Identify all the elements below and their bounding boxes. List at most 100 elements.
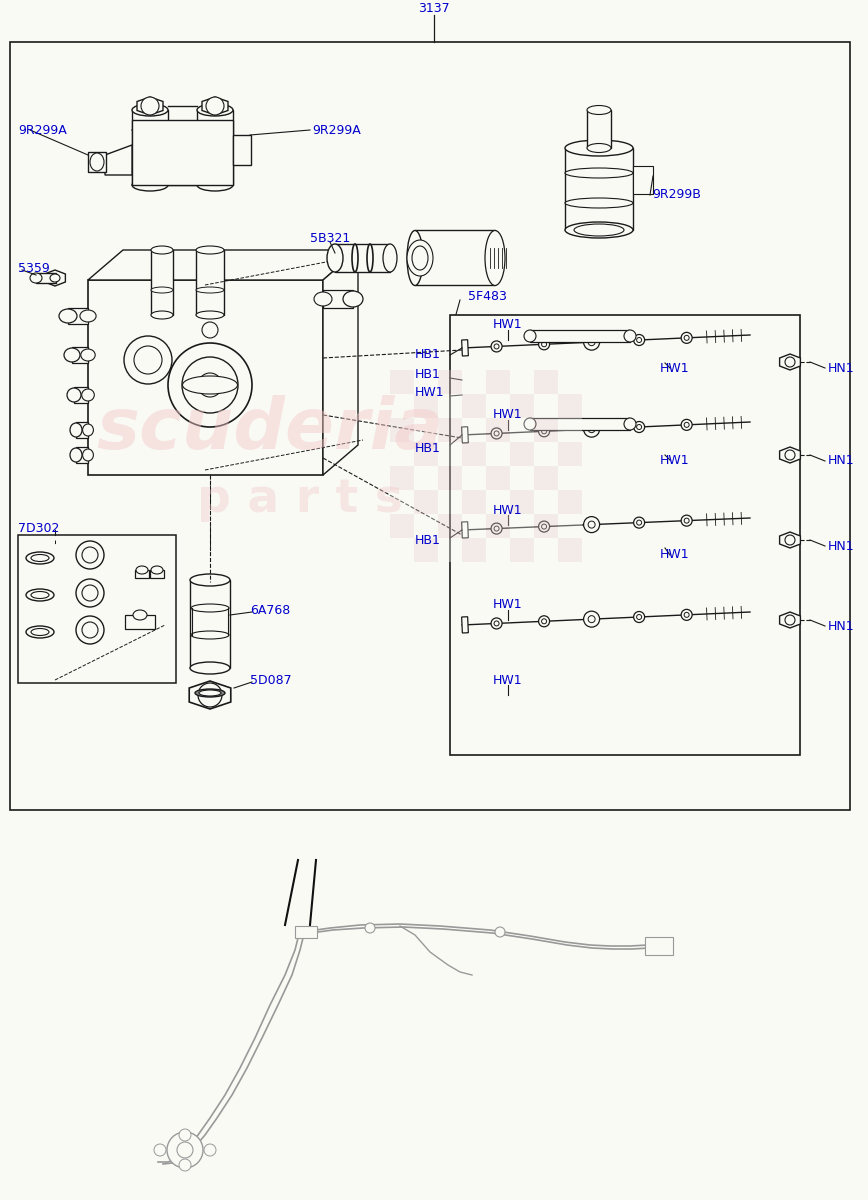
Circle shape [141,97,159,115]
Ellipse shape [542,342,547,347]
Text: HW1: HW1 [660,454,689,467]
Ellipse shape [367,244,373,272]
Ellipse shape [542,428,547,433]
Ellipse shape [31,592,49,599]
Bar [510,466,534,490]
Bar [36,272,56,283]
Circle shape [82,584,98,601]
Polygon shape [462,340,469,356]
Ellipse shape [50,274,60,282]
Bar [462,442,486,466]
Bar [558,418,582,442]
Bar [132,110,168,185]
Bar [510,370,534,394]
Polygon shape [462,617,469,632]
Ellipse shape [681,332,692,343]
Ellipse shape [684,422,689,427]
Text: 9R299A: 9R299A [312,124,361,137]
Ellipse shape [132,126,168,134]
Ellipse shape [634,612,645,623]
Ellipse shape [681,610,692,620]
Text: HW1: HW1 [493,408,523,421]
Bar [510,442,534,466]
Ellipse shape [565,168,633,178]
Circle shape [124,336,172,384]
Circle shape [179,1129,191,1141]
Text: HN1: HN1 [828,361,855,374]
Ellipse shape [82,389,95,401]
Ellipse shape [624,330,636,342]
Ellipse shape [26,589,54,601]
Polygon shape [779,446,800,463]
Text: 5F483: 5F483 [468,289,507,302]
Ellipse shape [197,166,233,174]
Ellipse shape [151,246,173,254]
Bar [233,134,251,164]
Bar [18,535,176,683]
Ellipse shape [151,311,173,319]
Bar [125,614,155,629]
Bar [486,514,510,538]
Bar [88,280,323,475]
Bar [197,110,233,185]
Ellipse shape [583,611,600,628]
Polygon shape [779,354,800,370]
Bar [462,394,486,418]
Circle shape [179,1159,191,1171]
Text: 9R299B: 9R299B [652,188,700,202]
Bar [534,418,558,442]
Bar [10,42,850,810]
Bar [390,538,414,562]
Ellipse shape [634,335,645,346]
Bar [390,490,414,514]
Bar [151,250,173,314]
Ellipse shape [407,230,423,286]
Circle shape [154,1144,166,1156]
Ellipse shape [196,246,224,254]
Bar [530,418,630,430]
Text: HB1: HB1 [415,442,441,455]
Ellipse shape [587,144,611,152]
Bar [534,442,558,466]
Text: p a r t s: p a r t s [197,478,403,522]
Text: HN1: HN1 [828,619,855,632]
Ellipse shape [195,689,225,697]
Circle shape [168,343,252,427]
Ellipse shape [684,335,689,341]
Circle shape [177,1142,193,1158]
Text: 9R299A: 9R299A [18,124,67,137]
Bar [534,466,558,490]
Bar [633,166,653,194]
Bar [438,394,462,418]
Ellipse shape [491,341,502,352]
Ellipse shape [70,448,82,462]
Circle shape [495,926,505,937]
Bar [558,394,582,418]
Ellipse shape [524,418,536,430]
Text: 7D302: 7D302 [18,522,59,534]
Bar [486,394,510,418]
Bar [510,514,534,538]
Bar [558,514,582,538]
Text: HB1: HB1 [415,534,441,546]
Ellipse shape [90,152,104,170]
Ellipse shape [343,290,363,307]
Bar [414,538,438,562]
Ellipse shape [196,287,224,293]
Ellipse shape [542,524,547,529]
Bar [645,937,673,955]
Ellipse shape [196,311,224,319]
Text: HW1: HW1 [493,318,523,331]
Ellipse shape [636,520,641,526]
Polygon shape [462,522,469,538]
Bar [414,466,438,490]
Circle shape [365,923,375,934]
Bar [76,446,88,463]
Bar [438,442,462,466]
Circle shape [167,1132,203,1168]
Bar [510,394,534,418]
Ellipse shape [491,428,502,439]
Bar [414,394,438,418]
Ellipse shape [684,518,689,523]
Bar [530,330,630,342]
